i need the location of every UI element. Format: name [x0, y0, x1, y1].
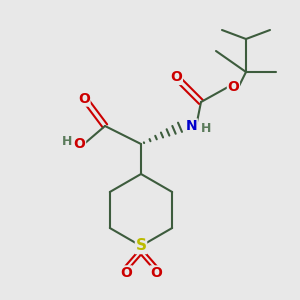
- Text: H: H: [201, 122, 212, 136]
- Text: O: O: [170, 70, 182, 84]
- Text: O: O: [74, 137, 86, 151]
- Text: S: S: [136, 238, 146, 253]
- Text: O: O: [227, 80, 239, 94]
- Text: O: O: [150, 266, 162, 280]
- Text: N: N: [186, 119, 197, 133]
- Text: O: O: [120, 266, 132, 280]
- Text: H: H: [62, 135, 73, 148]
- Text: O: O: [78, 92, 90, 106]
